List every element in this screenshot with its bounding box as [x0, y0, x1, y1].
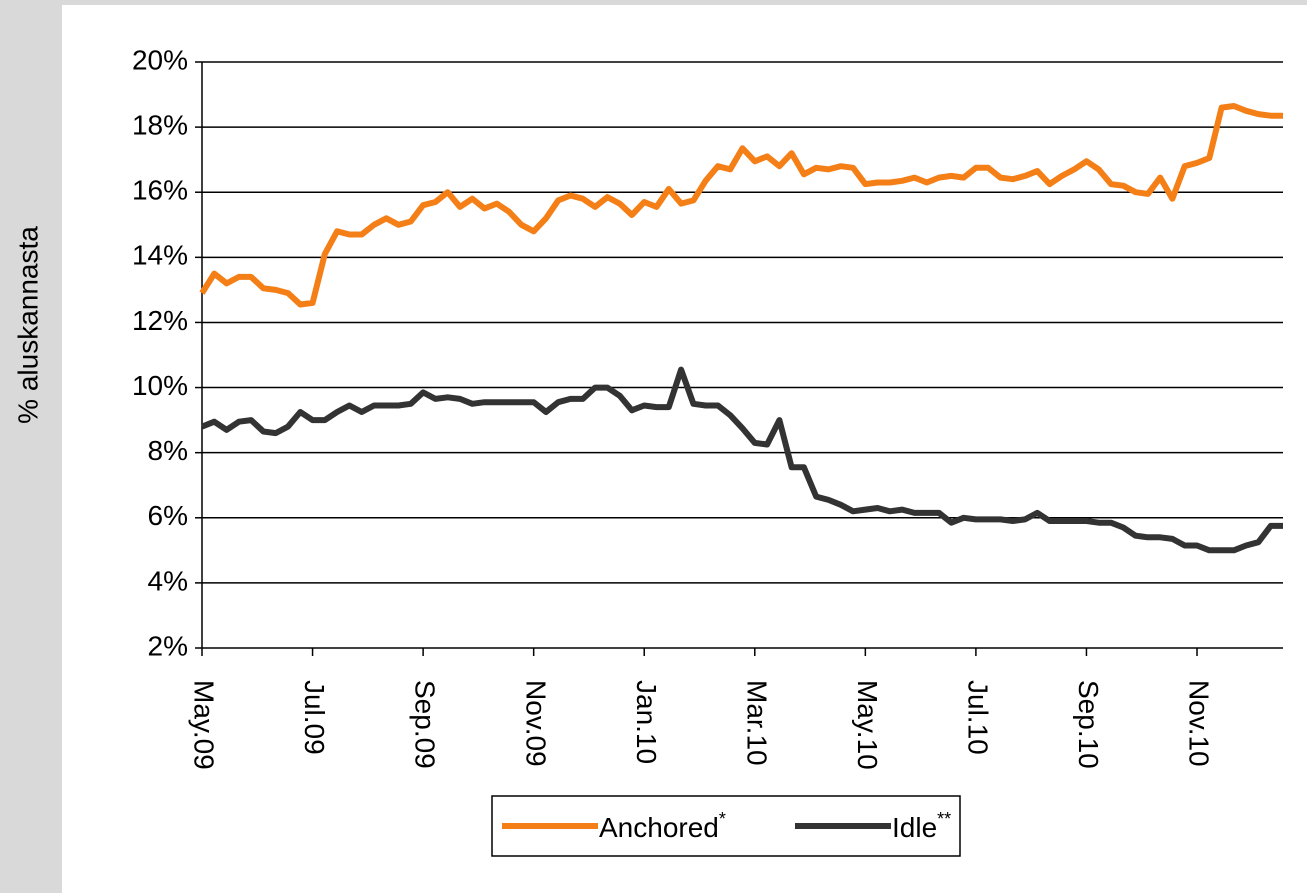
- panel: [62, 5, 1307, 893]
- series-line: [199, 103, 1283, 308]
- y-tick-label: 18%: [132, 110, 188, 141]
- y-tick-label: 14%: [132, 240, 188, 271]
- y-tick-label: 8%: [148, 435, 188, 466]
- y-tick-label: 6%: [148, 500, 188, 531]
- x-tick-label: Sep.10: [1073, 680, 1104, 769]
- y-tick-label: 16%: [132, 175, 188, 206]
- y-axis-label: % aluskannasta: [12, 226, 43, 424]
- x-tick-label: Sep.09: [410, 680, 441, 769]
- legend-label: Anchored*: [599, 809, 726, 844]
- legend-name: Idle: [892, 812, 937, 843]
- x-tick-label: May.10: [852, 680, 883, 770]
- x-tick-label: Nov.09: [520, 680, 551, 767]
- y-tick-label: 4%: [148, 565, 188, 596]
- y-tick-label: 10%: [132, 370, 188, 401]
- x-tick-label: Jul.10: [963, 680, 994, 755]
- legend-marker: *: [719, 809, 726, 829]
- y-tick-label: 2%: [148, 630, 188, 661]
- x-tick-label: Jan.10: [631, 680, 662, 764]
- x-tick-label: Jul.09: [299, 680, 330, 755]
- y-tick-label: 12%: [132, 305, 188, 336]
- x-tick-label: Nov.10: [1184, 680, 1215, 767]
- x-tick-label: May.09: [189, 680, 220, 770]
- series-line: [200, 366, 1283, 554]
- x-tick-label: Mar.10: [741, 680, 772, 766]
- legend-marker: **: [937, 809, 951, 829]
- y-tick-label: 20%: [132, 44, 188, 75]
- legend-label: Idle**: [892, 809, 951, 844]
- legend-name: Anchored: [599, 812, 719, 843]
